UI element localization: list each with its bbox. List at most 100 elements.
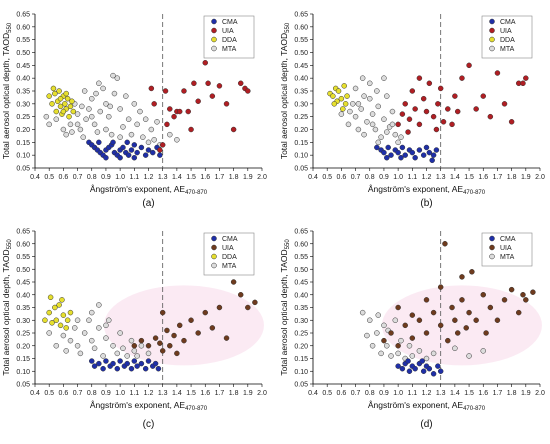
- x-tick-label: 2.0: [257, 390, 267, 397]
- point-cma: [128, 147, 135, 153]
- point-cma: [398, 154, 404, 161]
- scatter-panel: 0.050.100.150.200.250.300.350.400.450.50…: [279, 229, 545, 431]
- point-mta: [128, 337, 135, 344]
- point-cma: [412, 365, 418, 372]
- x-axis-label-sub: 470-870: [463, 406, 486, 412]
- x-axis-label-sub: 470-870: [185, 406, 208, 412]
- x-tick-label: 1.2: [144, 174, 154, 181]
- point-uia: [412, 106, 418, 112]
- x-tick-label: 1.9: [521, 390, 531, 397]
- point-uia: [223, 335, 230, 341]
- point-cma: [437, 368, 444, 374]
- point-mta: [77, 126, 84, 133]
- point-uia: [167, 106, 173, 112]
- point-dda: [67, 103, 74, 110]
- point-dda: [340, 106, 346, 112]
- y-axis-label-main: Total aerosol optical depth, TAOD: [1, 33, 11, 159]
- point-mta: [134, 353, 140, 359]
- point-mta: [131, 348, 138, 354]
- point-uia: [494, 70, 501, 76]
- point-mta: [74, 121, 81, 128]
- y-axis-label-sub: 550: [7, 239, 13, 250]
- legend-label: UIA: [500, 28, 512, 35]
- point-uia: [402, 322, 408, 329]
- x-tick-label: 0.5: [322, 174, 332, 181]
- y-tick-label: 0.35: [294, 89, 308, 96]
- y-tick-label: 0.40: [16, 76, 30, 83]
- point-dda: [59, 297, 65, 303]
- y-tick-label: 0.10: [294, 153, 308, 160]
- point-mta: [117, 106, 123, 112]
- x-axis-label-main: Ångström's exponent, AE: [368, 184, 464, 194]
- point-mta: [375, 139, 382, 146]
- legend-label: MTA: [500, 254, 515, 261]
- point-mta: [359, 309, 366, 316]
- point-uia: [430, 113, 437, 120]
- legend-label: MTA: [222, 263, 237, 270]
- point-uia: [152, 335, 159, 341]
- y-tick-label: 0.50: [294, 50, 308, 57]
- point-mta: [359, 75, 366, 81]
- x-axis-label-sub: 470-870: [185, 190, 208, 196]
- point-mta: [367, 80, 373, 87]
- legend-label: UIA: [222, 245, 234, 252]
- point-dda: [50, 85, 57, 92]
- legend-label: MTA: [500, 46, 515, 53]
- legend-marker: [211, 36, 217, 43]
- point-mta: [347, 108, 353, 115]
- point-mta: [381, 116, 387, 122]
- point-uia: [174, 350, 180, 357]
- point-cma: [426, 149, 433, 156]
- point-cma: [420, 368, 427, 374]
- legend-label: CMA: [222, 236, 238, 243]
- point-cma: [419, 358, 425, 364]
- x-tick-label: 0.9: [379, 390, 389, 397]
- x-tick-label: 1.2: [422, 174, 432, 181]
- point-cma: [110, 360, 116, 367]
- point-cma: [416, 147, 423, 153]
- point-dda: [46, 93, 52, 99]
- point-mta: [364, 119, 370, 125]
- y-tick-label: 0.30: [294, 101, 308, 108]
- point-uia: [530, 289, 536, 295]
- point-mta: [355, 101, 362, 107]
- point-dda: [66, 113, 72, 120]
- point-uia: [209, 93, 216, 99]
- x-tick-label: 1.5: [186, 174, 196, 181]
- point-uia: [416, 121, 423, 128]
- point-cma: [150, 149, 156, 156]
- point-dda: [341, 83, 347, 89]
- point-mta: [110, 343, 116, 349]
- legend-label: CMA: [500, 19, 516, 26]
- point-cma: [134, 149, 140, 156]
- point-cma: [100, 365, 106, 372]
- point-uia: [437, 322, 444, 329]
- point-mta: [60, 332, 67, 339]
- y-tick-label: 0.50: [294, 267, 308, 274]
- point-mta: [89, 113, 95, 120]
- x-tick-label: 0.8: [365, 390, 375, 397]
- x-tick-label: 1.9: [521, 174, 531, 181]
- x-tick-label: 1.4: [172, 390, 182, 397]
- point-mta: [93, 90, 99, 97]
- point-uia: [409, 335, 416, 341]
- legend-label: DDA: [222, 37, 237, 44]
- point-uia: [473, 317, 479, 323]
- point-dda: [56, 88, 62, 94]
- y-tick-label: 0.15: [294, 356, 308, 363]
- legend-marker: [489, 253, 495, 260]
- point-mta: [74, 111, 81, 117]
- x-tick-label: 1.9: [243, 390, 253, 397]
- x-axis-label-main: Ångström's exponent, AE: [90, 400, 186, 410]
- y-axis-label-sub: 550: [7, 22, 13, 33]
- point-uia: [520, 292, 526, 298]
- point-dda: [52, 304, 58, 311]
- point-uia: [449, 304, 455, 311]
- point-uia: [466, 309, 472, 316]
- point-mta: [140, 134, 146, 140]
- y-tick-label: 0.30: [294, 318, 308, 325]
- y-tick-label: 0.15: [16, 140, 30, 147]
- point-uia: [145, 343, 152, 349]
- point-uia: [423, 297, 430, 303]
- point-cma: [399, 365, 406, 372]
